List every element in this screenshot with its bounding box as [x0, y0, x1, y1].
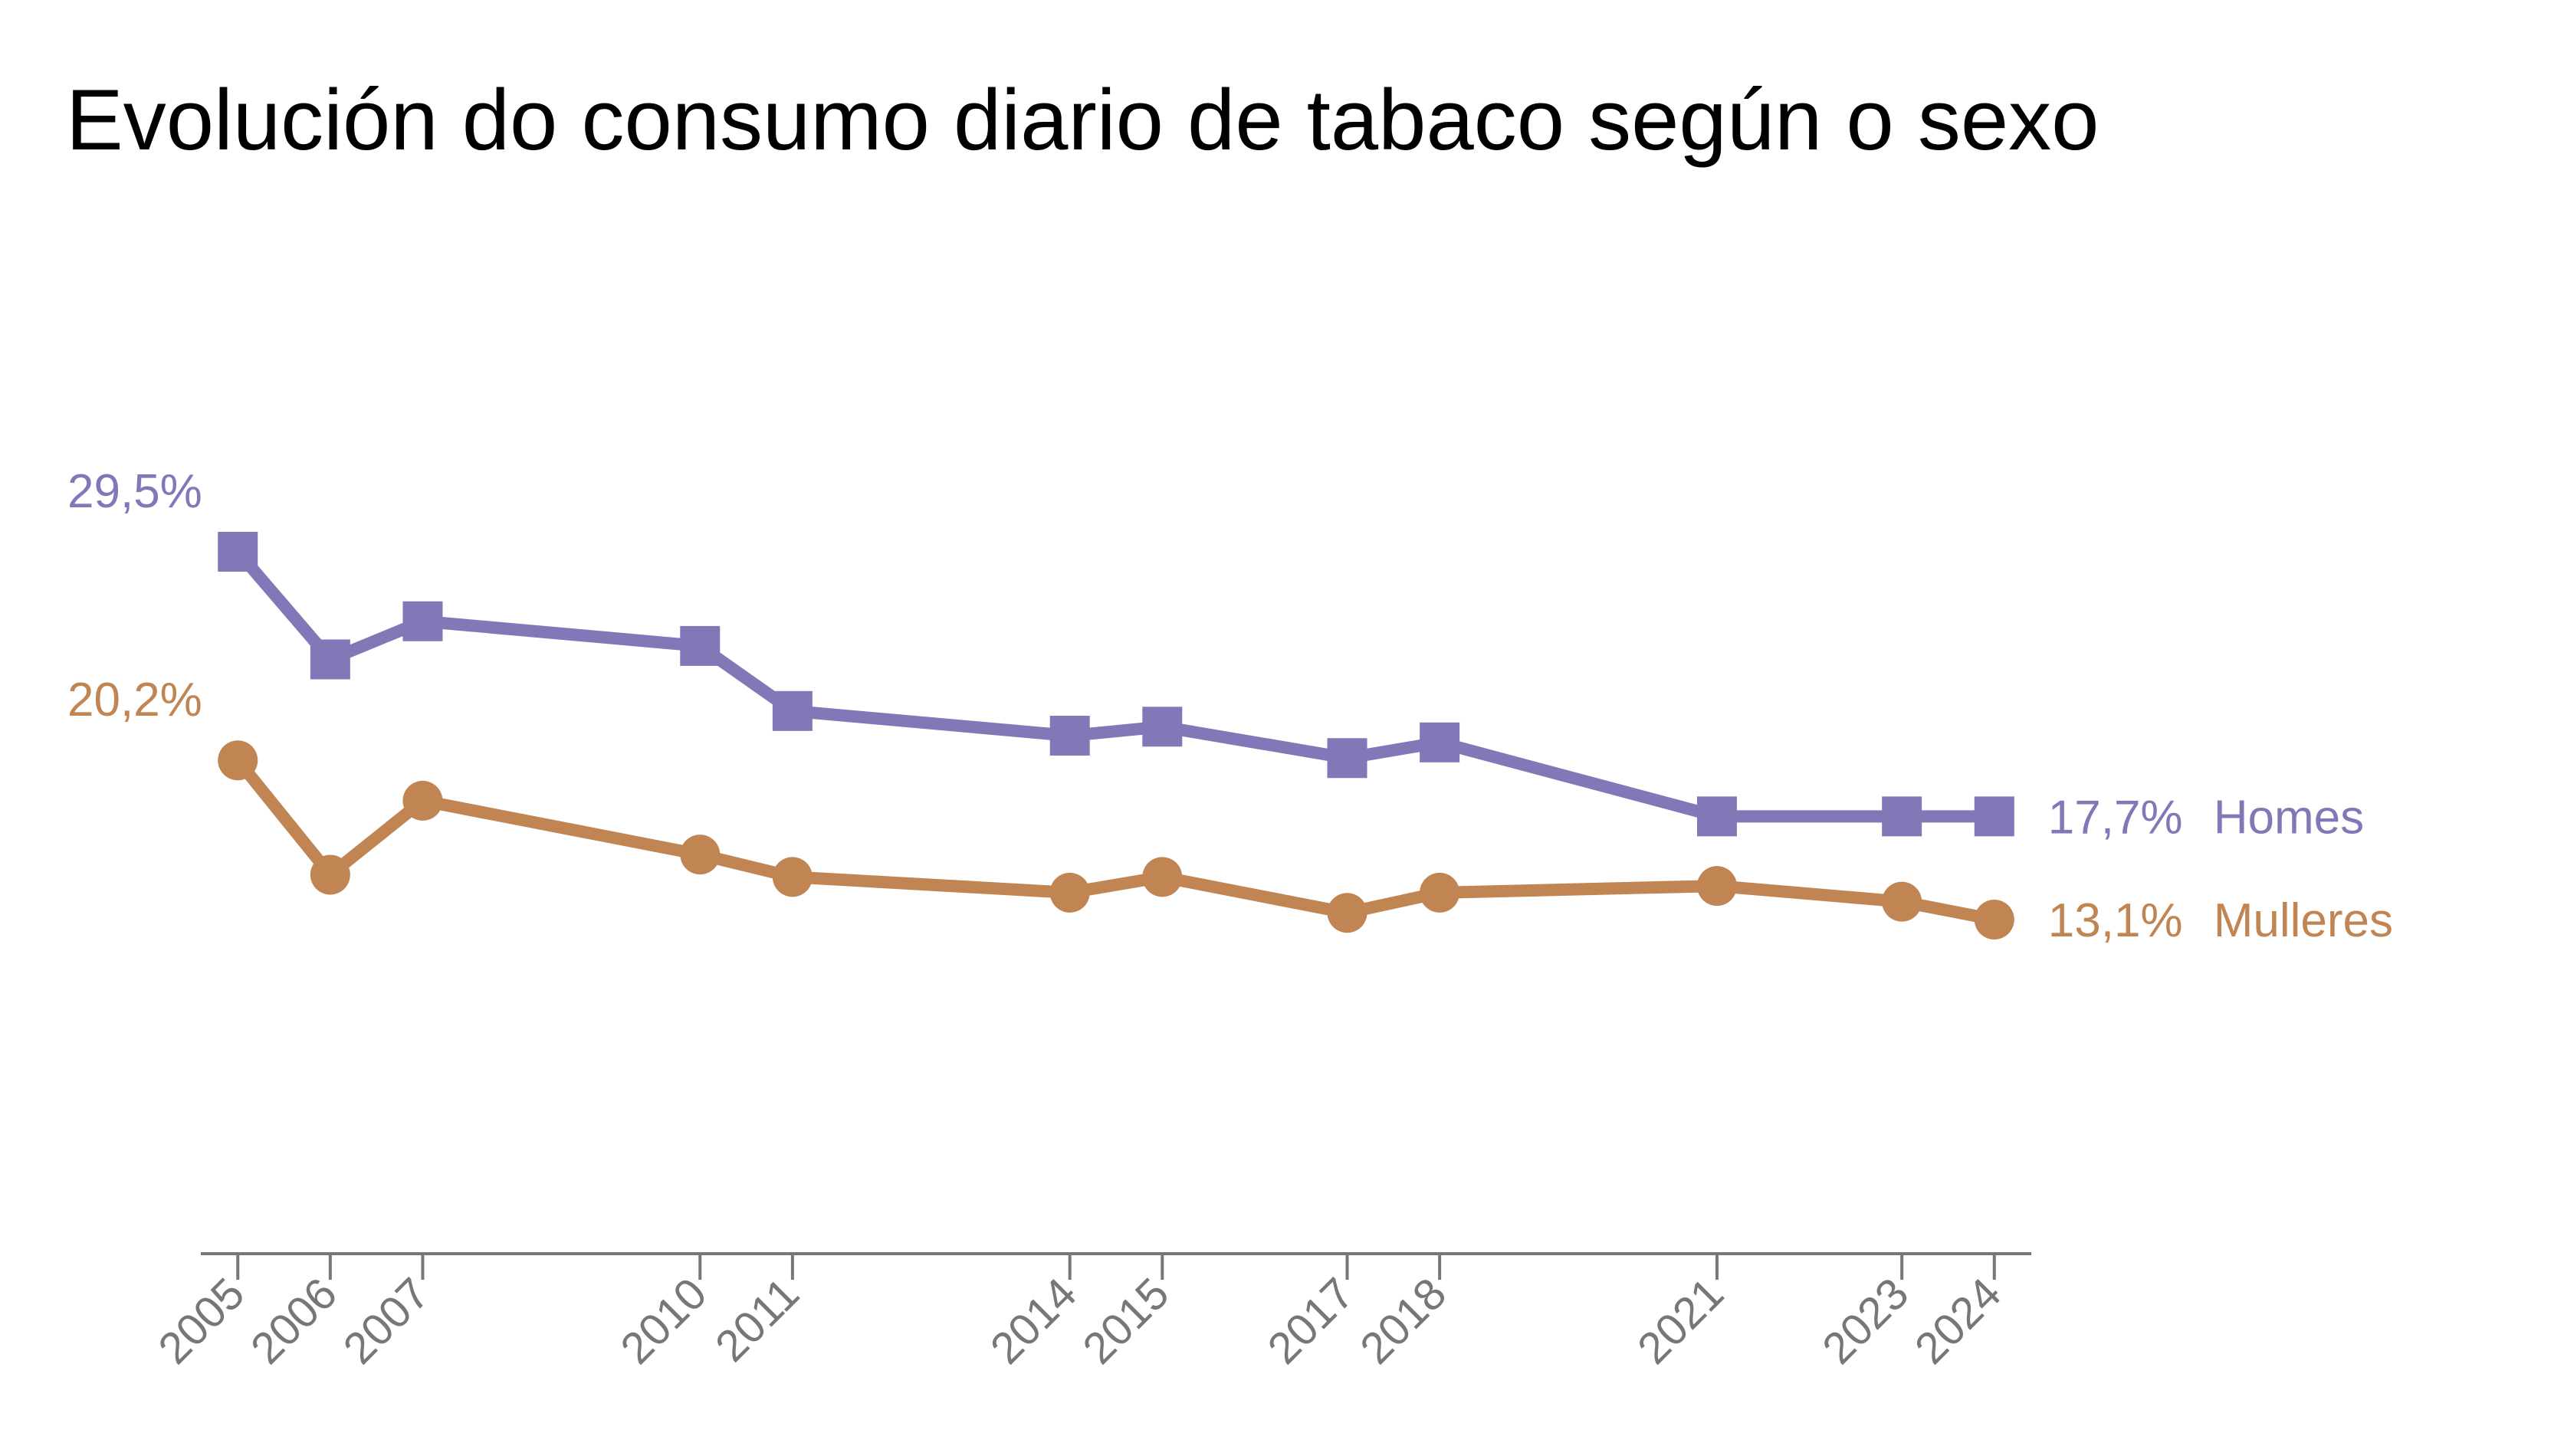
- data-point-mulleres: [1327, 893, 1367, 933]
- end-value-label-mulleres: 13,1%: [2048, 894, 2183, 947]
- data-point-mulleres: [310, 854, 350, 895]
- data-point-homes: [1049, 716, 1090, 756]
- start-label-mulleres: 20,2%: [67, 674, 202, 726]
- data-point-homes: [310, 639, 350, 680]
- data-point-mulleres: [680, 835, 721, 875]
- data-point-mulleres: [1882, 881, 1922, 922]
- x-tick-label: 2024: [1906, 1268, 2011, 1373]
- x-tick-label: 2023: [1813, 1268, 1918, 1373]
- legend-label-homes: Homes: [2214, 791, 2364, 844]
- data-point-homes: [1142, 707, 1183, 747]
- data-point-mulleres: [772, 857, 813, 897]
- data-point-homes: [680, 625, 721, 666]
- x-tick-label: 2011: [706, 1268, 809, 1371]
- data-point-mulleres: [1974, 900, 2014, 940]
- data-point-homes: [402, 601, 443, 641]
- x-tick-label: 2017: [1259, 1268, 1364, 1373]
- data-point-homes: [772, 690, 813, 731]
- x-tick-label: 2005: [149, 1268, 254, 1373]
- x-tick-label: 2006: [241, 1268, 346, 1373]
- data-point-mulleres: [1420, 872, 1460, 913]
- chart-title: Evolución do consumo diario de tabaco se…: [66, 72, 2100, 168]
- start-label-homes: 29,5%: [67, 465, 202, 518]
- data-point-homes: [1882, 796, 1922, 837]
- data-point-homes: [1974, 796, 2014, 837]
- data-point-mulleres: [1049, 872, 1090, 913]
- data-point-homes: [218, 532, 258, 572]
- data-point-mulleres: [1142, 857, 1183, 897]
- x-tick-label: 2021: [1628, 1268, 1733, 1373]
- data-point-mulleres: [218, 740, 258, 781]
- data-point-mulleres: [402, 780, 443, 821]
- x-tick-label: 2010: [611, 1268, 716, 1373]
- data-point-mulleres: [1696, 866, 1737, 907]
- x-tick-label: 2018: [1351, 1268, 1456, 1373]
- legend-label-mulleres: Mulleres: [2214, 894, 2393, 947]
- end-value-label-homes: 17,7%: [2048, 791, 2183, 844]
- x-tick-label: 2007: [333, 1268, 438, 1373]
- x-tick-label: 2015: [1073, 1268, 1178, 1373]
- x-tick-label: 2014: [981, 1268, 1086, 1373]
- data-point-homes: [1420, 722, 1460, 762]
- series-line-homes: [231, 546, 2001, 823]
- data-point-homes: [1696, 796, 1737, 837]
- label-layer: 29,5% 17,7% Homes 20,2% 13,1% Mulleres: [67, 465, 2393, 947]
- series-layer: [218, 532, 2014, 940]
- data-point-homes: [1327, 738, 1367, 779]
